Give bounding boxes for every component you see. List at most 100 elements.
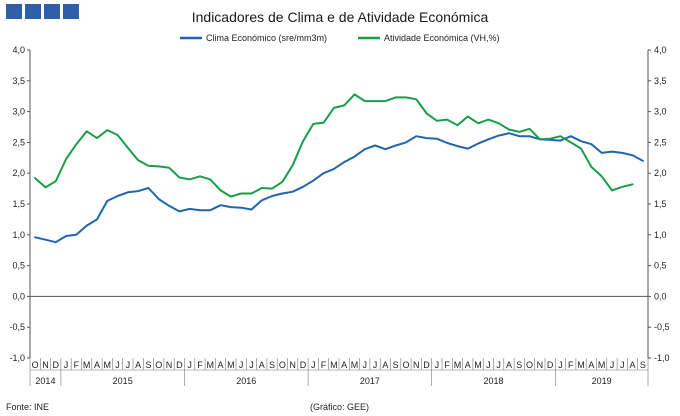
x-month-label: J	[610, 360, 615, 370]
y-tick-label-left: 2,0	[12, 168, 25, 178]
y-tick-label-left: -0,5	[9, 322, 25, 332]
x-month-label: D	[176, 360, 183, 370]
x-month-label: O	[155, 360, 162, 370]
y-tick-label-left: 1,5	[12, 199, 25, 209]
x-year-label: 2015	[113, 376, 133, 386]
x-month-label: J	[126, 360, 131, 370]
series-line-atividade-economica	[34, 93, 634, 198]
x-month-label: M	[577, 360, 585, 370]
y-tick-label-right: 0,5	[654, 261, 667, 271]
y-tick-label-right: 3,0	[654, 107, 667, 117]
x-month-label: J	[496, 360, 501, 370]
x-month-label: N	[42, 360, 49, 370]
x-month-label: A	[465, 360, 471, 370]
source-note: Fonte: INE	[6, 402, 49, 412]
x-month-label: M	[207, 360, 215, 370]
legend-label-atividade: Atividade Económica (VH,%)	[384, 33, 500, 43]
x-month-label: M	[598, 360, 606, 370]
x-month-label: A	[630, 360, 636, 370]
legend-label-clima: Clima Económico (sre/mm3m)	[206, 33, 327, 43]
x-month-label: O	[279, 360, 286, 370]
y-tick-label-right: 1,0	[654, 230, 667, 240]
x-month-label: D	[300, 360, 307, 370]
x-month-label: J	[486, 360, 491, 370]
x-month-label: N	[537, 360, 544, 370]
y-tick-label-left: 4,0	[12, 45, 25, 55]
x-month-label: J	[64, 360, 69, 370]
x-month-label: J	[187, 360, 192, 370]
x-month-label: S	[145, 360, 151, 370]
series-line-clima-economico	[34, 132, 644, 244]
x-month-label: J	[435, 360, 440, 370]
x-month-label: O	[402, 360, 409, 370]
x-month-label: F	[197, 360, 203, 370]
x-month-label: M	[330, 360, 338, 370]
y-tick-label-right: 2,5	[654, 137, 667, 147]
x-month-label: S	[393, 360, 399, 370]
x-month-label: J	[249, 360, 254, 370]
y-tick-label-right: -1,0	[654, 353, 670, 363]
header-logo-blocks	[6, 4, 79, 19]
x-month-label: F	[74, 360, 80, 370]
y-tick-label-left: 2,5	[12, 137, 25, 147]
x-month-label: N	[166, 360, 173, 370]
x-month-label: J	[239, 360, 244, 370]
x-month-label: O	[32, 360, 39, 370]
y-tick-label-right: 3,5	[654, 76, 667, 86]
x-month-label: A	[382, 360, 388, 370]
x-year-label: 2018	[483, 376, 503, 386]
logo-block	[44, 4, 60, 19]
logo-block	[25, 4, 41, 19]
x-month-label: M	[454, 360, 462, 370]
chart-title: Indicadores de Clima e de Atividade Econ…	[192, 9, 489, 25]
y-tick-label-left: 3,0	[12, 107, 25, 117]
x-month-label: S	[516, 360, 522, 370]
x-month-label: F	[444, 360, 450, 370]
x-month-label: D	[547, 360, 554, 370]
x-month-label: J	[620, 360, 625, 370]
x-month-label: M	[104, 360, 112, 370]
logo-block	[63, 4, 79, 19]
y-tick-label-left: 1,0	[12, 230, 25, 240]
logo-block	[6, 4, 22, 19]
x-month-label: A	[588, 360, 594, 370]
x-month-label: J	[373, 360, 378, 370]
x-year-label: 2016	[236, 376, 256, 386]
y-tick-label-left: 3,5	[12, 76, 25, 86]
axes: 4,0 4,0 3,5 3,5 3,0 3,0 2,5 2,5 2,0 2,0 1,5 1,5 1,0 1…	[9, 45, 670, 386]
x-month-label: N	[289, 360, 296, 370]
graph-credit: (Gráfico: GEE)	[310, 402, 369, 412]
y-tick-label-left: -1,0	[9, 353, 25, 363]
series-layer	[34, 93, 644, 244]
y-tick-label-right: -0,5	[654, 322, 670, 332]
x-month-label: M	[227, 360, 235, 370]
y-tick-label-right: 0,0	[654, 291, 667, 301]
x-month-label: A	[94, 360, 100, 370]
x-month-label: J	[363, 360, 368, 370]
x-month-label: M	[351, 360, 359, 370]
x-month-label: S	[640, 360, 646, 370]
legend: Clima Económico (sre/mm3m) Atividade Eco…	[180, 33, 500, 43]
x-month-label: A	[341, 360, 347, 370]
x-month-label: A	[259, 360, 265, 370]
y-tick-label-left: 0,0	[12, 291, 25, 301]
y-tick-label-right: 2,0	[654, 168, 667, 178]
x-month-label: M	[83, 360, 91, 370]
x-month-label: S	[269, 360, 275, 370]
x-month-label: D	[53, 360, 60, 370]
x-month-label: J	[115, 360, 120, 370]
x-month-label: D	[423, 360, 430, 370]
x-year-label: 2014	[35, 376, 55, 386]
y-tick-label-right: 1,5	[654, 199, 667, 209]
x-month-label: A	[506, 360, 512, 370]
x-month-label: J	[311, 360, 316, 370]
x-month-label: F	[568, 360, 574, 370]
x-year-label: 2019	[592, 376, 612, 386]
x-month-label: J	[558, 360, 563, 370]
x-month-label: A	[218, 360, 224, 370]
x-month-label: F	[321, 360, 327, 370]
x-month-label: A	[135, 360, 141, 370]
x-month-label: N	[413, 360, 420, 370]
x-year-label: 2017	[360, 376, 380, 386]
